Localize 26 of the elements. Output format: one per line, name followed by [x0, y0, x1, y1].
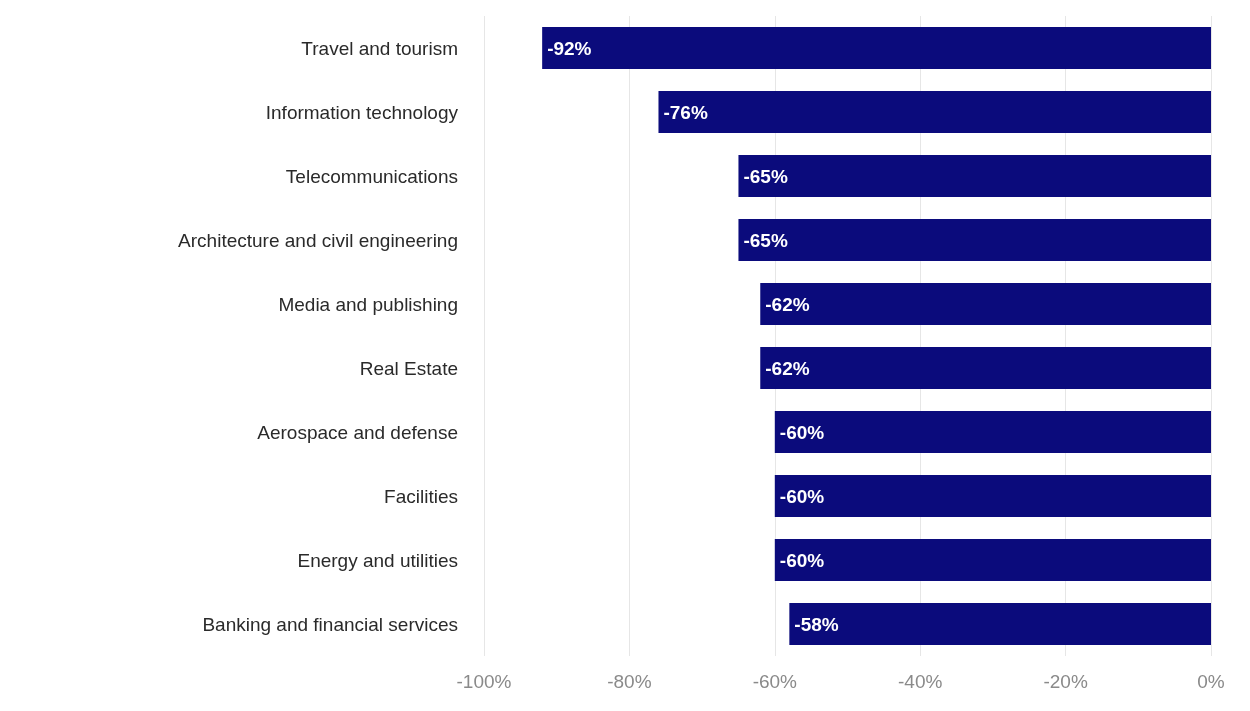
data-label: -65% [743, 165, 788, 187]
y-tick-label: Facilities [384, 485, 458, 507]
y-tick-label: Energy and utilities [297, 549, 458, 571]
data-label: -60% [779, 485, 825, 507]
data-label: -65% [743, 229, 788, 251]
data-label: -76% [663, 101, 708, 123]
y-tick-label: Telecommunications [285, 165, 458, 187]
x-tick-label: -20% [1043, 671, 1088, 692]
x-tick-label: -40% [898, 671, 943, 692]
y-tick-label: Architecture and civil engineering [178, 229, 458, 251]
y-tick-label: Media and publishing [278, 293, 458, 315]
y-tick-label: Aerospace and defense [257, 421, 458, 443]
y-tick-label: Travel and tourism [301, 37, 458, 59]
y-tick-label: Information technology [265, 101, 459, 123]
y-tick-label: Real Estate [359, 357, 458, 379]
x-tick-label: -80% [607, 671, 652, 692]
data-label: -62% [765, 357, 810, 379]
y-tick-label: Banking and financial services [202, 613, 458, 635]
data-label: -92% [547, 37, 592, 59]
data-label: -62% [765, 293, 810, 315]
x-tick-label: 0% [1197, 671, 1225, 692]
data-label: -60% [779, 421, 825, 443]
data-label: -58% [794, 613, 839, 635]
data-label: -60% [779, 549, 825, 571]
x-tick-label: -100% [456, 671, 512, 692]
x-tick-label: -60% [752, 671, 798, 692]
